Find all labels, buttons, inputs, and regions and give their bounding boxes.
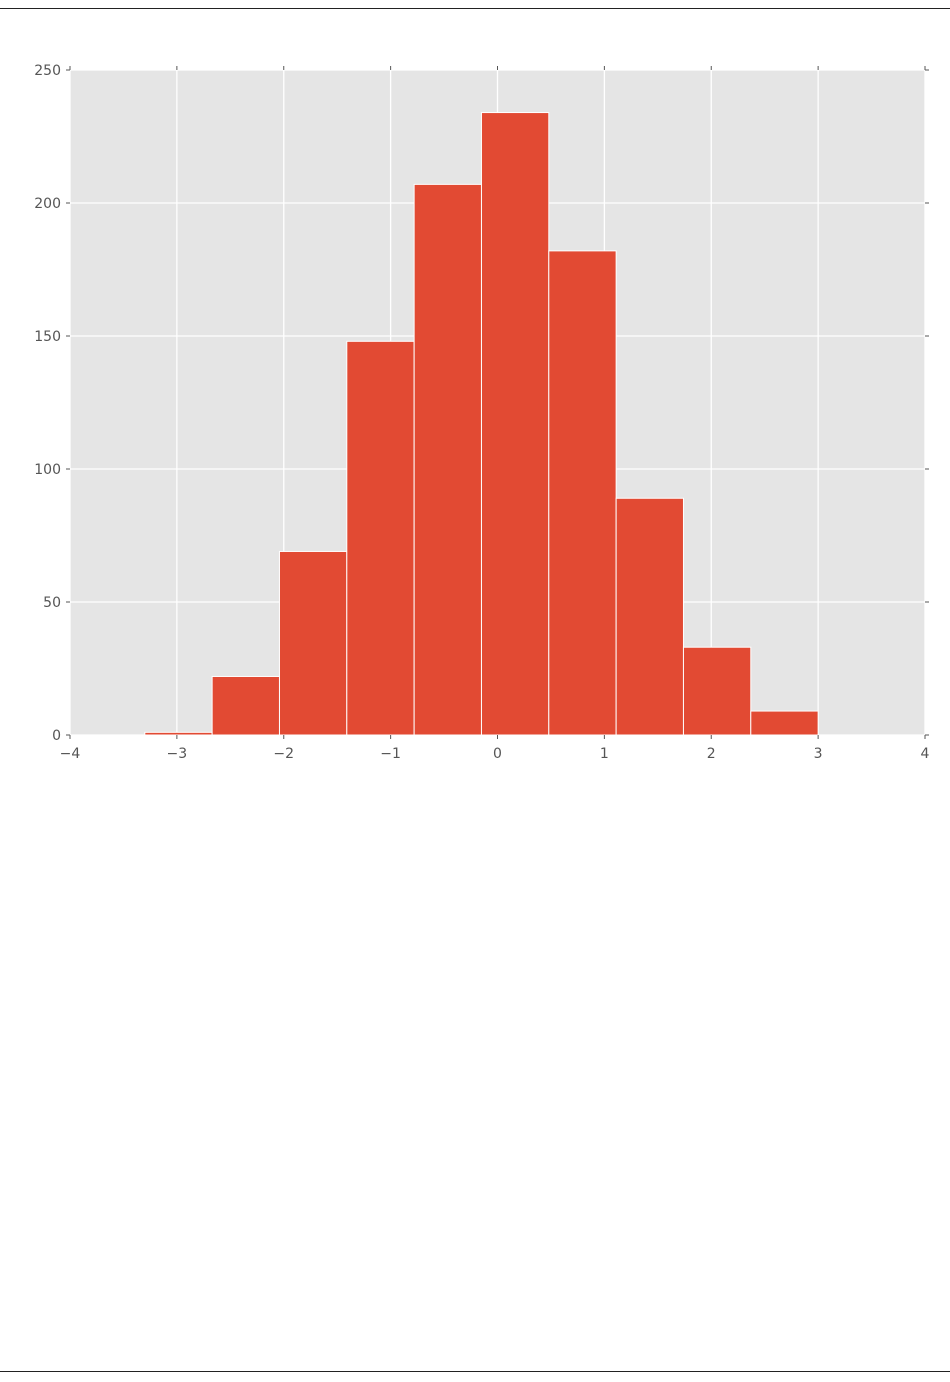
x-tick-label: −4	[60, 746, 81, 762]
histogram-bar	[682, 646, 752, 736]
histogram-bar	[278, 550, 348, 736]
x-tick-label: −3	[167, 746, 188, 762]
histogram-bar	[346, 340, 415, 736]
histogram-bar	[480, 112, 550, 736]
x-tick-label: 2	[707, 746, 716, 762]
histogram-bar	[750, 710, 819, 736]
histogram-bar	[548, 250, 617, 736]
y-tick-label: 50	[43, 595, 61, 611]
x-tick-label: 4	[921, 746, 930, 762]
histogram-bar	[615, 497, 684, 736]
histogram-svg: −4 −3 −2 −1 0 1 2 3 4 0 50 100 150 200 250	[34, 63, 930, 762]
y-tick-label: 100	[34, 462, 61, 478]
histogram-bar	[144, 731, 213, 736]
top-rule	[0, 8, 950, 9]
x-tick-label: −1	[380, 746, 401, 762]
y-tick-label: 0	[52, 728, 61, 744]
histogram-bar	[413, 183, 482, 736]
histogram-bar	[211, 675, 280, 736]
histogram-chart: −4 −3 −2 −1 0 1 2 3 4 0 50 100 150 200 250	[34, 63, 930, 762]
y-tick-label: 150	[34, 329, 61, 345]
y-tick-label: 200	[34, 196, 61, 212]
bottom-rule	[0, 1371, 950, 1372]
y-tick-label: 250	[34, 63, 61, 79]
x-tick-label: 3	[814, 746, 823, 762]
x-tick-label: 0	[493, 746, 502, 762]
x-tick-label: −2	[273, 746, 294, 762]
x-tick-label: 1	[600, 746, 609, 762]
